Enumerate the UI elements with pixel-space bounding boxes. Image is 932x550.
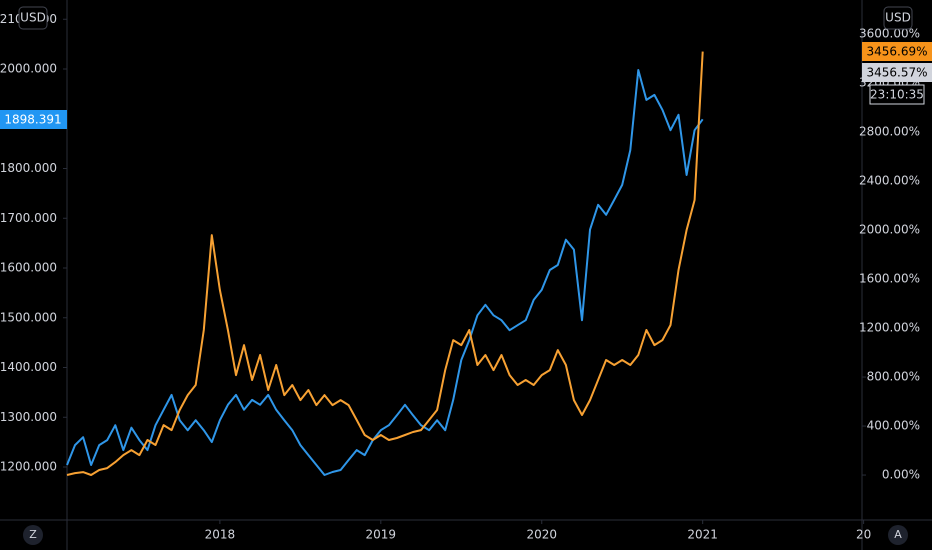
- toolbar-button-label[interactable]: A: [894, 528, 902, 541]
- y2-tick-label: 400.00%: [867, 419, 920, 433]
- unit-box: [883, 6, 913, 30]
- price-label: 3456.57%: [866, 66, 927, 80]
- price-label-box: [869, 84, 925, 105]
- price-label-box: [862, 42, 932, 61]
- price-label-box: [0, 110, 67, 129]
- price-label-box: [862, 63, 932, 82]
- series-line: [66, 69, 704, 476]
- y-tick-label: 1500.000: [0, 310, 57, 324]
- price-label: 3456.69%: [866, 45, 927, 59]
- x-tick-label: 2020: [526, 528, 557, 542]
- y-tick-label: 1400.000: [0, 360, 57, 374]
- y-tick-label: 2000.000: [0, 62, 57, 76]
- y-tick-label: 1300.000: [0, 410, 57, 424]
- y-tick-label: 1800.000: [0, 161, 57, 175]
- y2-tick-label: 0.00%: [882, 468, 920, 482]
- y2-tick-label: 800.00%: [867, 370, 920, 384]
- unit-left: USD: [20, 11, 46, 25]
- y2-tick-label: 2800.00%: [859, 125, 920, 139]
- x-tick-label: 2018: [205, 528, 236, 542]
- y-tick-label: 1700.000: [0, 211, 57, 225]
- y-tick-label: 1600.000: [0, 261, 57, 275]
- x-tick-label: 2021: [687, 528, 718, 542]
- toolbar-button[interactable]: [23, 525, 43, 545]
- y2-tick-label: 1200.00%: [859, 321, 920, 335]
- price-label: 23:10:35: [870, 88, 924, 102]
- unit-right: USD: [885, 11, 911, 25]
- y2-tick-label: 2400.00%: [859, 174, 920, 188]
- y2-tick-label: 1600.00%: [859, 272, 920, 286]
- toolbar-button[interactable]: [888, 525, 908, 545]
- unit-box: [18, 6, 48, 30]
- toolbar-button-label[interactable]: Z: [29, 528, 37, 541]
- x-tick-label: 2019: [366, 528, 397, 542]
- price-label: 1898.391: [4, 113, 61, 127]
- y-tick-label: 1200.000: [0, 460, 57, 474]
- y2-tick-label: 3600.00%: [859, 27, 920, 41]
- x-tick-label: 20: [856, 528, 871, 542]
- y2-tick-label: 2000.00%: [859, 223, 920, 237]
- series-line: [66, 51, 704, 476]
